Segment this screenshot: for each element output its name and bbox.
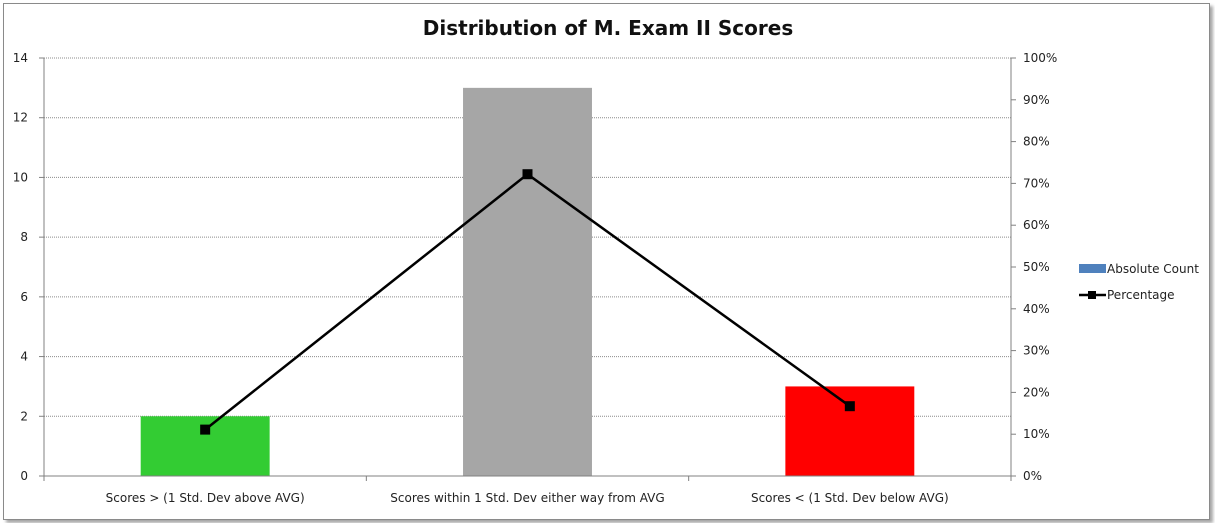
- y2-tick-label: 0%: [1023, 469, 1042, 483]
- percentage-point-3: [844, 401, 855, 412]
- legend-label-percentage: Percentage: [1107, 288, 1175, 302]
- y-tick-label: 4: [20, 350, 28, 364]
- left-axis-ticks: 0 2 4 6 8 10 12 14: [13, 51, 44, 483]
- percentage-point-1: [200, 424, 211, 435]
- y2-tick-label: 70%: [1023, 176, 1050, 190]
- y-tick-label: 8: [20, 230, 28, 244]
- legend: Absolute Count Percentage: [1079, 262, 1199, 302]
- bar-2: [463, 87, 592, 476]
- bars: [140, 87, 915, 476]
- y2-tick-label: 40%: [1023, 302, 1050, 316]
- legend-swatch-absolute-count: [1079, 264, 1106, 273]
- y2-tick-label: 30%: [1023, 344, 1050, 358]
- category-label: Scores within 1 Std. Dev either way from…: [390, 491, 664, 505]
- y2-tick-label: 60%: [1023, 218, 1050, 232]
- legend-marker-percentage: [1088, 291, 1096, 299]
- y-tick-label: 12: [13, 111, 28, 125]
- y2-tick-label: 80%: [1023, 135, 1050, 149]
- y-tick-label: 14: [13, 51, 28, 65]
- percentage-point-2: [522, 169, 533, 180]
- percentage-line: [200, 169, 855, 435]
- y-tick-label: 6: [20, 290, 28, 304]
- y-tick-label: 10: [13, 170, 28, 184]
- category-label: Scores < (1 Std. Dev below AVG): [751, 491, 949, 505]
- y-tick-label: 0: [20, 469, 28, 483]
- category-labels: Scores > (1 Std. Dev above AVG) Scores wi…: [106, 491, 949, 505]
- right-axis-ticks: 0% 10% 20% 30% 40% 50% 60% 70% 80% 90% 100%: [1011, 51, 1057, 483]
- y2-tick-label: 100%: [1023, 51, 1057, 65]
- chart-title: Distribution of M. Exam II Scores: [423, 16, 793, 40]
- y2-tick-label: 10%: [1023, 427, 1050, 441]
- y2-tick-label: 50%: [1023, 260, 1050, 274]
- legend-label-absolute-count: Absolute Count: [1107, 262, 1199, 276]
- bar-3: [785, 386, 915, 476]
- category-label: Scores > (1 Std. Dev above AVG): [106, 491, 305, 505]
- y2-tick-label: 20%: [1023, 385, 1050, 399]
- y-tick-label: 2: [20, 409, 28, 423]
- y2-tick-label: 90%: [1023, 93, 1050, 107]
